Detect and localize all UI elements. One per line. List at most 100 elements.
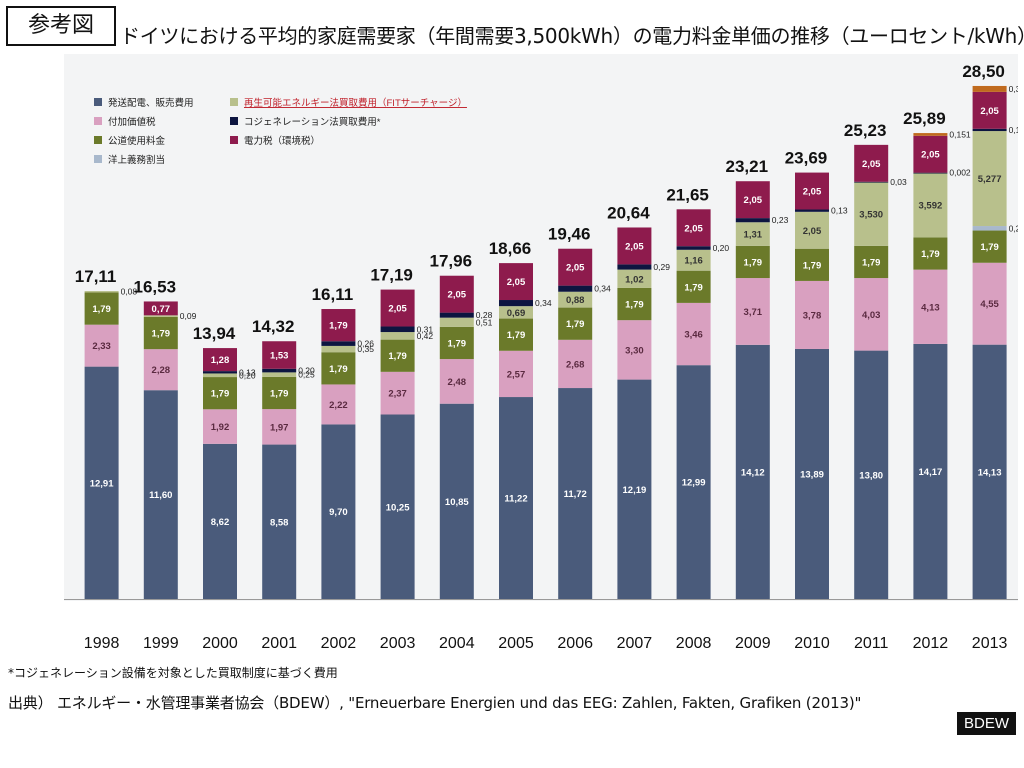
segment-label: 2,57 bbox=[507, 369, 526, 380]
bar-segment bbox=[617, 227, 652, 265]
bar-segment bbox=[262, 372, 297, 377]
segment-label: 1,31 bbox=[744, 230, 763, 241]
segment-label-outside: 0,329 bbox=[1009, 84, 1018, 94]
segment-label: 11,72 bbox=[564, 489, 587, 500]
segment-label: 1,97 bbox=[270, 422, 289, 433]
x-tick-label: 1999 bbox=[143, 635, 179, 652]
segment-label: 2,05 bbox=[684, 223, 703, 234]
segment-label: 4,03 bbox=[862, 310, 881, 321]
x-tick-label: 1998 bbox=[84, 635, 120, 652]
bar-segment bbox=[143, 349, 178, 391]
x-tick-label: 2003 bbox=[380, 635, 416, 652]
bar-segment bbox=[203, 348, 237, 372]
bar-segment bbox=[262, 368, 297, 373]
segment-label-outside: 0,26 bbox=[357, 339, 374, 349]
bar-segment bbox=[558, 285, 593, 292]
segment-label-outside: 0,35 bbox=[357, 344, 374, 354]
bar-segment bbox=[676, 302, 711, 366]
bar-segment bbox=[143, 390, 178, 599]
bar-segment bbox=[676, 249, 711, 271]
segment-label: 1,79 bbox=[92, 304, 111, 315]
segment-label: 1,79 bbox=[329, 321, 348, 332]
bar-segment bbox=[558, 248, 593, 286]
segment-label: 8,62 bbox=[211, 517, 230, 528]
bar-total-label: 13,94 bbox=[193, 324, 236, 343]
bar-segment bbox=[321, 352, 356, 385]
segment-label-outside: 0,08 bbox=[121, 287, 138, 297]
segment-label: 2,22 bbox=[329, 400, 348, 411]
x-tick-label: 2010 bbox=[794, 635, 830, 652]
bar-segment bbox=[913, 135, 948, 173]
segment-label: 1,79 bbox=[566, 319, 585, 330]
bar-segment bbox=[913, 172, 948, 174]
x-tick-label: 2004 bbox=[439, 635, 475, 652]
bar-segment bbox=[321, 424, 356, 599]
bar-total-label: 16,11 bbox=[312, 285, 354, 304]
segment-label-outside: 0,09 bbox=[180, 311, 197, 321]
bar-segment bbox=[439, 403, 474, 599]
segment-label-outside: 0,03 bbox=[890, 177, 907, 187]
bar-segment bbox=[380, 289, 415, 327]
bar-segment bbox=[143, 315, 178, 317]
bar-segment bbox=[972, 128, 1007, 132]
bar-total-label: 25,23 bbox=[844, 121, 887, 140]
x-tick-label: 2012 bbox=[913, 635, 949, 652]
bar-segment bbox=[262, 376, 297, 410]
segment-label: 1,79 bbox=[980, 242, 999, 253]
bar-segment bbox=[380, 326, 415, 333]
bar-segment bbox=[439, 359, 474, 404]
bar-segment bbox=[913, 343, 948, 599]
bar-total-label: 18,66 bbox=[489, 239, 532, 258]
segment-label: 0,69 bbox=[507, 308, 526, 319]
bar-segment bbox=[203, 377, 237, 410]
segment-label: 4,13 bbox=[921, 302, 940, 313]
bar-total-label: 21,65 bbox=[666, 185, 709, 204]
bar-segment bbox=[499, 350, 533, 398]
bar-segment bbox=[795, 209, 829, 212]
bar-segment bbox=[735, 344, 770, 599]
x-tick-label: 2002 bbox=[321, 635, 357, 652]
bar-segment bbox=[617, 269, 652, 288]
segment-label-outside: 0,126 bbox=[1009, 125, 1018, 135]
segment-label: 10,85 bbox=[445, 497, 469, 508]
bar-segment bbox=[913, 133, 948, 136]
segment-label-outside: 0,250 bbox=[1009, 223, 1018, 233]
bar-segment bbox=[972, 131, 1007, 227]
segment-label: 14,17 bbox=[919, 467, 943, 478]
bar-segment bbox=[617, 287, 652, 321]
bar-segment bbox=[676, 270, 711, 303]
bdew-badge: BDEW bbox=[957, 712, 1016, 735]
source-note: 出典） エネルギー・水管理事業者協会（BDEW）, "Erneuerbare E… bbox=[8, 694, 862, 712]
bar-segment bbox=[84, 324, 119, 367]
segment-label: 3,46 bbox=[684, 330, 703, 341]
legend-swatch bbox=[94, 155, 102, 163]
segment-label: 1,79 bbox=[507, 330, 526, 341]
segment-label: 2,33 bbox=[92, 341, 111, 352]
segment-label-outside: 0,20 bbox=[239, 370, 256, 380]
legend-swatch bbox=[230, 136, 238, 144]
segment-label: 2,05 bbox=[566, 263, 585, 274]
bar-segment bbox=[499, 397, 533, 599]
segment-label: 8,58 bbox=[270, 517, 289, 528]
bar-segment bbox=[262, 341, 297, 369]
segment-label: 1,92 bbox=[211, 422, 230, 433]
segment-label: 2,05 bbox=[980, 106, 999, 117]
bar-segment bbox=[321, 309, 356, 342]
bar-total-label: 19,46 bbox=[548, 225, 591, 244]
bar-segment bbox=[321, 345, 356, 353]
segment-label: 2,05 bbox=[921, 150, 940, 161]
bar-segment bbox=[735, 181, 770, 219]
segment-label-outside: 0,25 bbox=[298, 370, 315, 380]
bar-segment bbox=[321, 384, 356, 425]
bar-segment bbox=[617, 264, 652, 270]
bar-segment bbox=[439, 317, 474, 327]
segment-label: 1,79 bbox=[329, 364, 348, 375]
segment-label: 2,05 bbox=[507, 277, 526, 288]
bar-segment bbox=[499, 300, 533, 307]
segment-label-outside: 0,20 bbox=[713, 243, 730, 253]
segment-label: 3,71 bbox=[744, 307, 763, 318]
bar-segment bbox=[558, 307, 593, 340]
bar-segment bbox=[854, 245, 889, 279]
bar-segment bbox=[972, 91, 1007, 129]
x-tick-label: 2001 bbox=[261, 635, 297, 652]
